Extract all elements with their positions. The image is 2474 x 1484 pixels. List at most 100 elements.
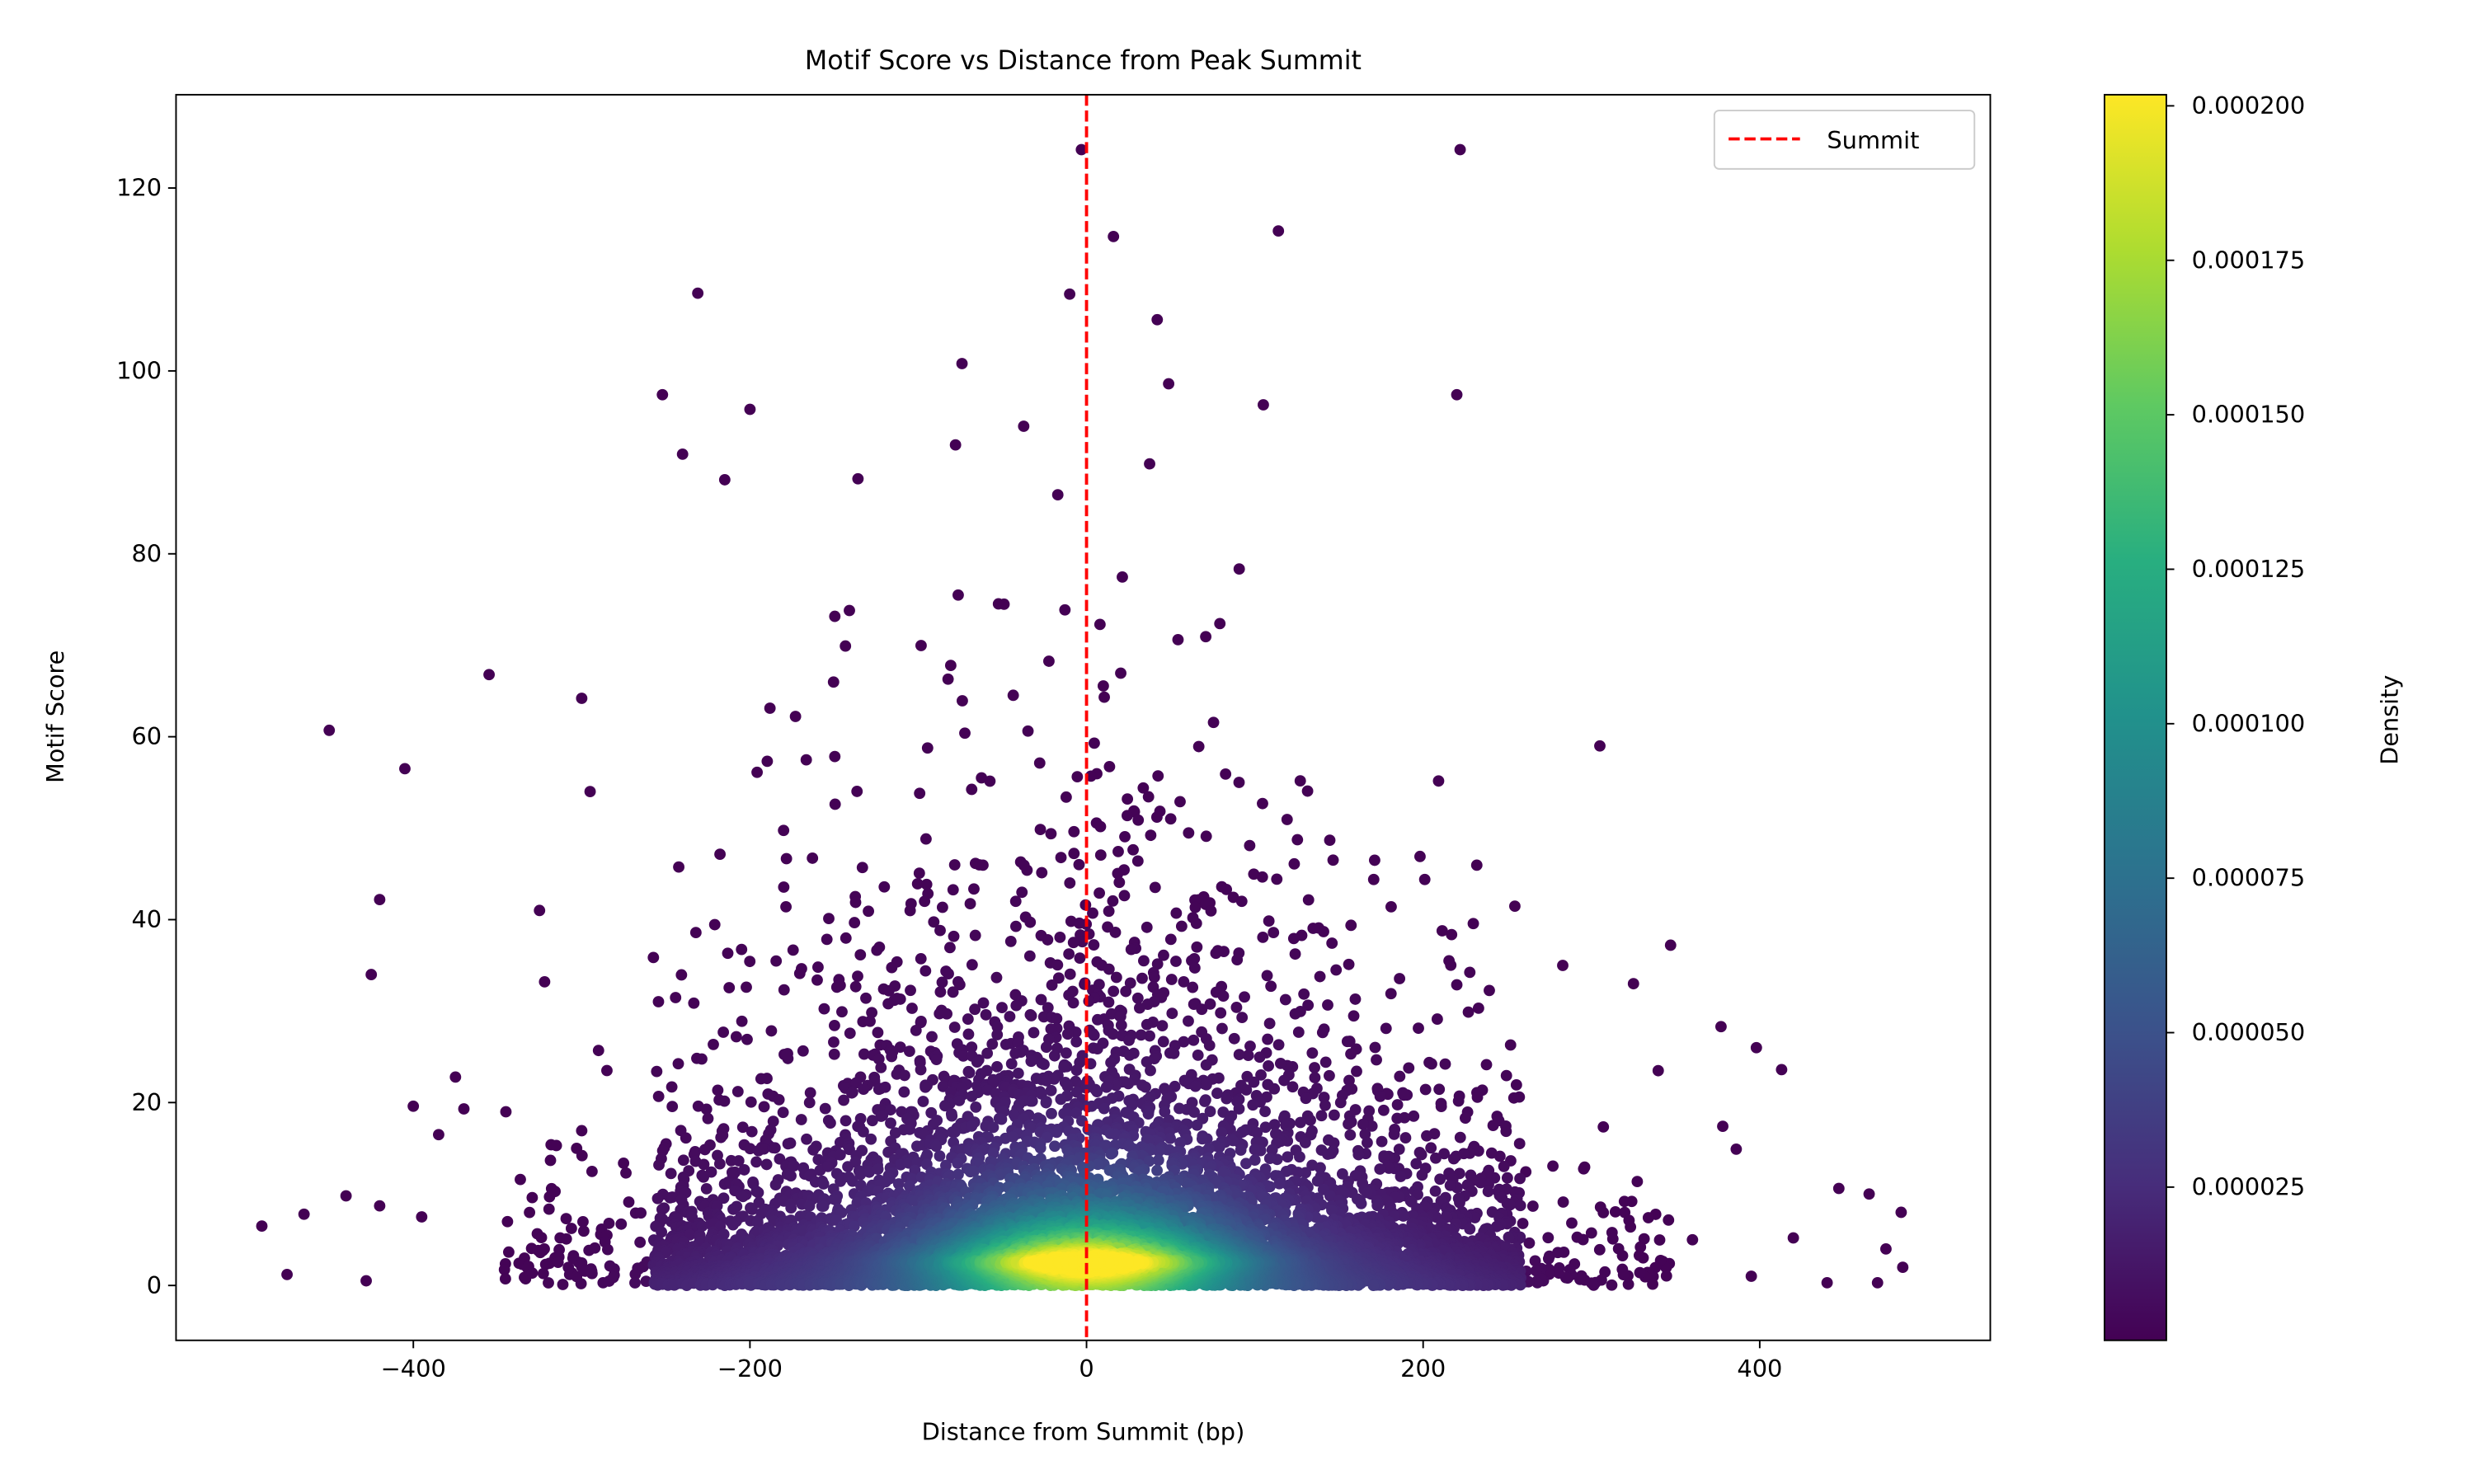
data-point	[1425, 1142, 1437, 1154]
data-point	[1207, 716, 1220, 729]
data-point	[990, 971, 1003, 984]
data-point	[1103, 996, 1115, 1008]
data-point	[731, 1086, 744, 1097]
data-point	[698, 1158, 710, 1171]
data-point	[866, 1007, 878, 1019]
data-point	[1871, 1276, 1884, 1289]
data-point	[666, 1101, 679, 1113]
data-point	[1007, 1131, 1019, 1143]
data-point	[1454, 1196, 1465, 1209]
data-point	[1203, 1040, 1216, 1051]
data-point	[760, 1158, 773, 1171]
data-point	[500, 1106, 512, 1118]
data-point	[1279, 993, 1291, 1006]
data-point	[769, 1179, 782, 1191]
data-point	[1268, 1119, 1281, 1131]
data-point	[1132, 814, 1145, 826]
data-point	[1571, 1231, 1583, 1243]
data-point	[1574, 1273, 1586, 1285]
data-point	[1578, 1162, 1590, 1175]
data-point	[1292, 1026, 1305, 1038]
data-point	[1787, 1232, 1799, 1244]
data-point	[1110, 971, 1122, 984]
data-point	[1083, 995, 1095, 1007]
data-point	[1745, 1270, 1757, 1282]
data-point	[741, 981, 752, 993]
data-point	[281, 1269, 293, 1280]
data-point	[1385, 988, 1397, 1000]
data-point	[1189, 901, 1202, 913]
data-point	[1080, 1082, 1092, 1094]
data-point	[953, 979, 966, 991]
data-point	[1061, 1028, 1074, 1040]
data-point	[1097, 680, 1109, 692]
data-point	[1088, 1029, 1100, 1041]
data-point	[1091, 1086, 1103, 1098]
data-point	[785, 1170, 797, 1182]
data-point	[1369, 854, 1380, 866]
data-point	[1660, 1270, 1672, 1282]
data-point	[1061, 1080, 1074, 1092]
data-point	[1314, 970, 1326, 983]
data-point	[618, 1158, 630, 1169]
data-point	[1298, 988, 1310, 1000]
data-point	[1271, 873, 1283, 885]
data-point	[1863, 1188, 1875, 1200]
data-point	[1263, 1153, 1276, 1165]
data-point	[1343, 958, 1355, 970]
data-point	[944, 942, 956, 954]
data-point	[1151, 313, 1164, 326]
data-point	[949, 439, 962, 451]
data-point	[910, 1024, 922, 1036]
data-point	[1210, 947, 1222, 960]
data-point	[1233, 777, 1245, 788]
data-point	[712, 1084, 724, 1097]
data-point	[1239, 991, 1250, 1003]
data-point	[1430, 1152, 1442, 1164]
data-point	[941, 1007, 953, 1020]
data-point	[672, 1058, 684, 1070]
data-point	[1107, 1028, 1119, 1040]
data-point	[1309, 1072, 1321, 1083]
data-point	[969, 929, 981, 942]
data-point	[1122, 810, 1133, 822]
data-point	[1244, 1040, 1256, 1052]
data-point	[1274, 1057, 1286, 1069]
data-point	[817, 1200, 830, 1212]
data-point	[1124, 977, 1136, 989]
data-point	[1005, 1058, 1018, 1070]
data-point	[1371, 1200, 1384, 1212]
data-point	[1272, 1039, 1285, 1051]
data-point	[858, 1048, 870, 1060]
data-point	[1287, 932, 1300, 945]
data-point	[1200, 830, 1212, 843]
data-point	[1025, 1055, 1037, 1068]
data-point	[1410, 1158, 1423, 1170]
data-point	[804, 1087, 816, 1099]
data-point	[1004, 935, 1017, 947]
data-point	[416, 1211, 428, 1223]
data-point	[1094, 849, 1107, 861]
data-point	[1418, 873, 1431, 885]
data-point	[1622, 1278, 1634, 1290]
data-point	[778, 824, 790, 837]
data-point	[1172, 634, 1184, 646]
data-point	[744, 403, 756, 416]
data-point	[1087, 907, 1098, 919]
data-point	[943, 968, 954, 979]
data-point	[1305, 1129, 1317, 1141]
data-point	[930, 1054, 943, 1065]
data-point	[840, 932, 852, 944]
data-point	[1112, 867, 1124, 880]
data-point	[1435, 1101, 1447, 1113]
data-point	[915, 1064, 927, 1076]
data-point	[1089, 737, 1100, 749]
data-point	[1294, 775, 1306, 787]
data-point	[1374, 1091, 1386, 1102]
data-point	[1233, 1049, 1245, 1061]
data-point	[977, 859, 989, 871]
data-point	[1009, 1047, 1022, 1059]
data-point	[1248, 868, 1260, 881]
data-point	[1255, 1068, 1267, 1081]
data-point	[1016, 886, 1028, 899]
